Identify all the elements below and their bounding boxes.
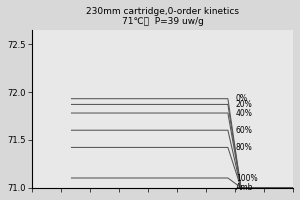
Text: 100%: 100%	[236, 174, 257, 183]
Text: 60%: 60%	[236, 126, 253, 135]
Text: 40%: 40%	[236, 109, 253, 118]
Text: Amb: Amb	[236, 183, 253, 192]
Text: 0%: 0%	[236, 94, 248, 103]
Text: 80%: 80%	[236, 143, 253, 152]
Text: 20%: 20%	[236, 100, 253, 109]
Title: 230mm cartridge,0-order kinetics
71℃，  P=39 uw/g: 230mm cartridge,0-order kinetics 71℃， P=…	[86, 7, 239, 26]
